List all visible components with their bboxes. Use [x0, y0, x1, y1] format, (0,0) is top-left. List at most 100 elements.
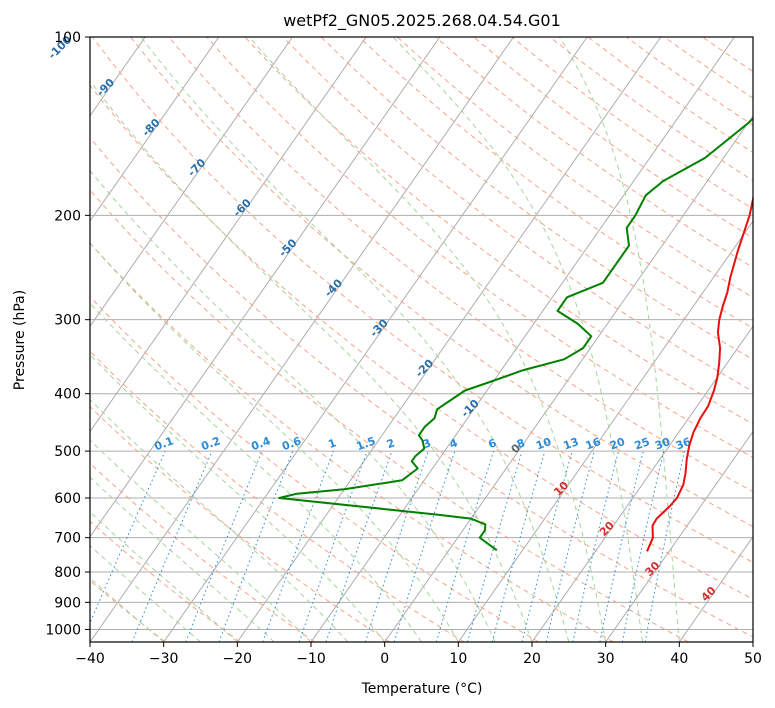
x-tick-label: 10 [449, 651, 467, 667]
x-tick-label: −40 [75, 651, 105, 667]
profiles [278, 117, 753, 552]
isotherm [0, 37, 72, 642]
isotherm [236, 37, 662, 642]
x-tick-label: 40 [670, 651, 688, 667]
mixing-ratio-label: 0.4 [249, 434, 272, 453]
y-tick-label: 100 [54, 30, 81, 46]
isotherm [678, 535, 753, 642]
y-tick-label: 900 [54, 595, 81, 611]
dry-adiabat [397, 37, 753, 299]
moist-adiabat [140, 37, 570, 642]
mixing-ratio-line [393, 450, 456, 642]
y-tick-label: 800 [54, 565, 81, 581]
y-axis-ticks: 100 200 300 400 500 600 700 800 900 1000 [45, 30, 90, 638]
isotherm [310, 37, 735, 642]
moist-adiabat [90, 544, 201, 642]
dry-adiabat [358, 37, 753, 329]
y-tick-label: 700 [54, 531, 81, 547]
dewpoint-profile-line [278, 117, 753, 552]
mixing-ratio-line [491, 450, 546, 642]
dry-adiabat [168, 37, 753, 493]
moist-adiabats [90, 37, 680, 642]
x-axis-label: Temperature (°C) [361, 681, 483, 697]
y-tick-label: 200 [54, 208, 81, 224]
mixing-ratio-line [218, 450, 294, 642]
y-tick-label: 600 [54, 491, 81, 507]
dry-adiabat-label: -10 [459, 397, 482, 420]
y-axis-label: Pressure (hPa) [12, 290, 28, 390]
isotherm [384, 114, 753, 642]
y-tick-label: 500 [54, 444, 81, 460]
mixing-ratio-label: 1.5 [355, 434, 378, 453]
mixing-ratio-label: 10 [534, 435, 553, 453]
dry-adiabat [90, 520, 241, 642]
mixing-ratio-label: 20 [608, 435, 627, 453]
dry-adiabat [320, 37, 753, 361]
isotherm [605, 430, 753, 642]
mixing-ratio-line [262, 450, 334, 642]
y-tick-label: 400 [54, 387, 81, 403]
dry-adiabat [587, 37, 753, 154]
moist-adiabat [392, 37, 643, 642]
x-tick-label: −20 [223, 651, 253, 667]
mixing-ratio-label: 16 [584, 435, 603, 453]
isotherm [90, 37, 220, 222]
x-tick-label: −30 [149, 651, 179, 667]
dry-adiabat-label: -40 [322, 276, 345, 299]
moist-adiabat [90, 511, 238, 642]
mixing-ratio-line [364, 450, 429, 642]
moist-adiabat [90, 398, 349, 642]
dry-adiabat-label: -60 [231, 196, 254, 219]
mixing-ratio-line [298, 450, 368, 642]
mixing-ratio-line [185, 450, 263, 642]
dry-adiabat [702, 37, 753, 73]
isotherm [90, 37, 367, 433]
moist-adiabat [90, 79, 533, 642]
mixing-ratio-label: 4 [448, 436, 460, 451]
dry-adiabat [90, 462, 315, 642]
isotherm [90, 37, 293, 328]
moist-adiabat [90, 353, 386, 642]
dry-adiabat [473, 37, 753, 239]
mixing-ratio-label: 30 [653, 435, 672, 453]
mixing-ratio-line [644, 450, 685, 642]
mixing-ratio-label: 2 [385, 436, 397, 451]
pressure-gridlines [90, 37, 753, 630]
mixing-ratio-label: 0.6 [280, 434, 303, 453]
isotherm [90, 37, 441, 538]
mixing-ratio-label: 13 [562, 435, 581, 452]
moist-adiabat [90, 169, 496, 642]
isotherm [752, 641, 753, 642]
moist-adiabat [90, 476, 275, 642]
mixing-ratio-line [621, 450, 665, 642]
y-tick-label: 300 [54, 313, 81, 329]
plot-frame [89, 36, 754, 643]
dry-adiabat [90, 579, 166, 642]
mixing-ratio-label: 6 [487, 436, 499, 451]
isotherm [531, 325, 753, 642]
dry-adiabat-label: 40 [699, 584, 719, 604]
dry-adiabat-label: 30 [643, 559, 663, 579]
chart-title: wetPf2_GN05.2025.268.04.54.G01 [283, 11, 561, 31]
y-tick-label: 1000 [45, 622, 81, 638]
dry-adiabat [90, 350, 465, 642]
mixing-ratio-line [325, 450, 393, 642]
dry-adiabat [511, 37, 753, 210]
mixing-ratio-label: 8 [515, 436, 527, 451]
mixing-ratio-line [545, 450, 595, 642]
dry-adiabat-label: -70 [185, 156, 208, 179]
temperature-profile-line [646, 194, 753, 552]
x-tick-label: 20 [523, 651, 541, 667]
mixing-ratio-line [131, 450, 213, 642]
background-lines [0, 37, 753, 642]
moist-adiabat [558, 37, 680, 642]
moist-adiabat [90, 242, 459, 642]
isotherms [0, 37, 753, 642]
x-tick-label: 0 [380, 651, 389, 667]
dry-adiabat [90, 136, 753, 638]
moist-adiabat [90, 577, 165, 642]
mixing-ratio-line [521, 450, 573, 642]
x-tick-label: 30 [597, 651, 615, 667]
mixing-ratio-line [467, 450, 523, 642]
x-tick-label: −10 [296, 651, 326, 667]
